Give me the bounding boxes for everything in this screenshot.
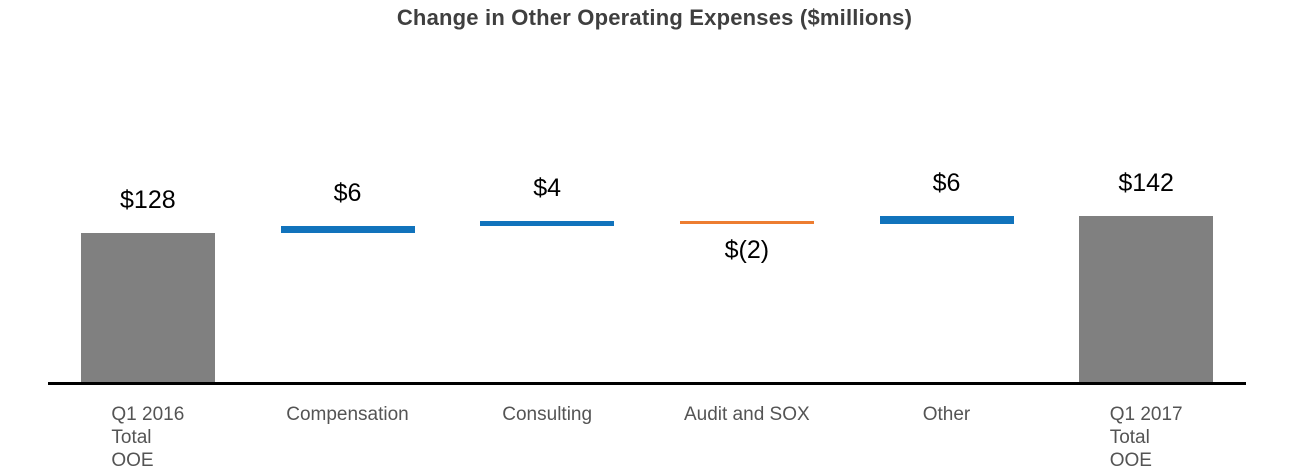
- bar-other: [879, 216, 1014, 224]
- bar-compensation: [280, 225, 415, 233]
- bar-audit-and-sox: [679, 221, 814, 224]
- bar-q1-2017-total-ooe: [1079, 216, 1214, 384]
- value-label-consulting: $4: [533, 174, 562, 203]
- category-label-q1-2017-total-ooe: Q1 2017 Total OOE: [1109, 404, 1183, 471]
- chart-title: Change in Other Operating Expenses ($mil…: [396, 5, 913, 30]
- category-label-compensation: Compensation: [286, 404, 409, 425]
- value-label-compensation: $6: [333, 178, 362, 207]
- bar-consulting: [480, 221, 615, 226]
- category-label-q1-2016-total-ooe: Q1 2016 Total OOE: [111, 404, 185, 471]
- value-label-audit-and-sox: $(2): [724, 235, 770, 264]
- category-label-consulting: Consulting: [502, 404, 593, 425]
- category-label-other: Other: [922, 404, 971, 425]
- x-axis-line: [48, 382, 1246, 385]
- value-label-other: $6: [932, 169, 961, 198]
- category-label-audit-and-sox: Audit and SOX: [683, 404, 810, 425]
- bar-q1-2016-total-ooe: [80, 232, 215, 384]
- value-label-q1-2016-total-ooe: $128: [120, 185, 176, 214]
- value-label-q1-2017-total-ooe: $142: [1118, 169, 1174, 198]
